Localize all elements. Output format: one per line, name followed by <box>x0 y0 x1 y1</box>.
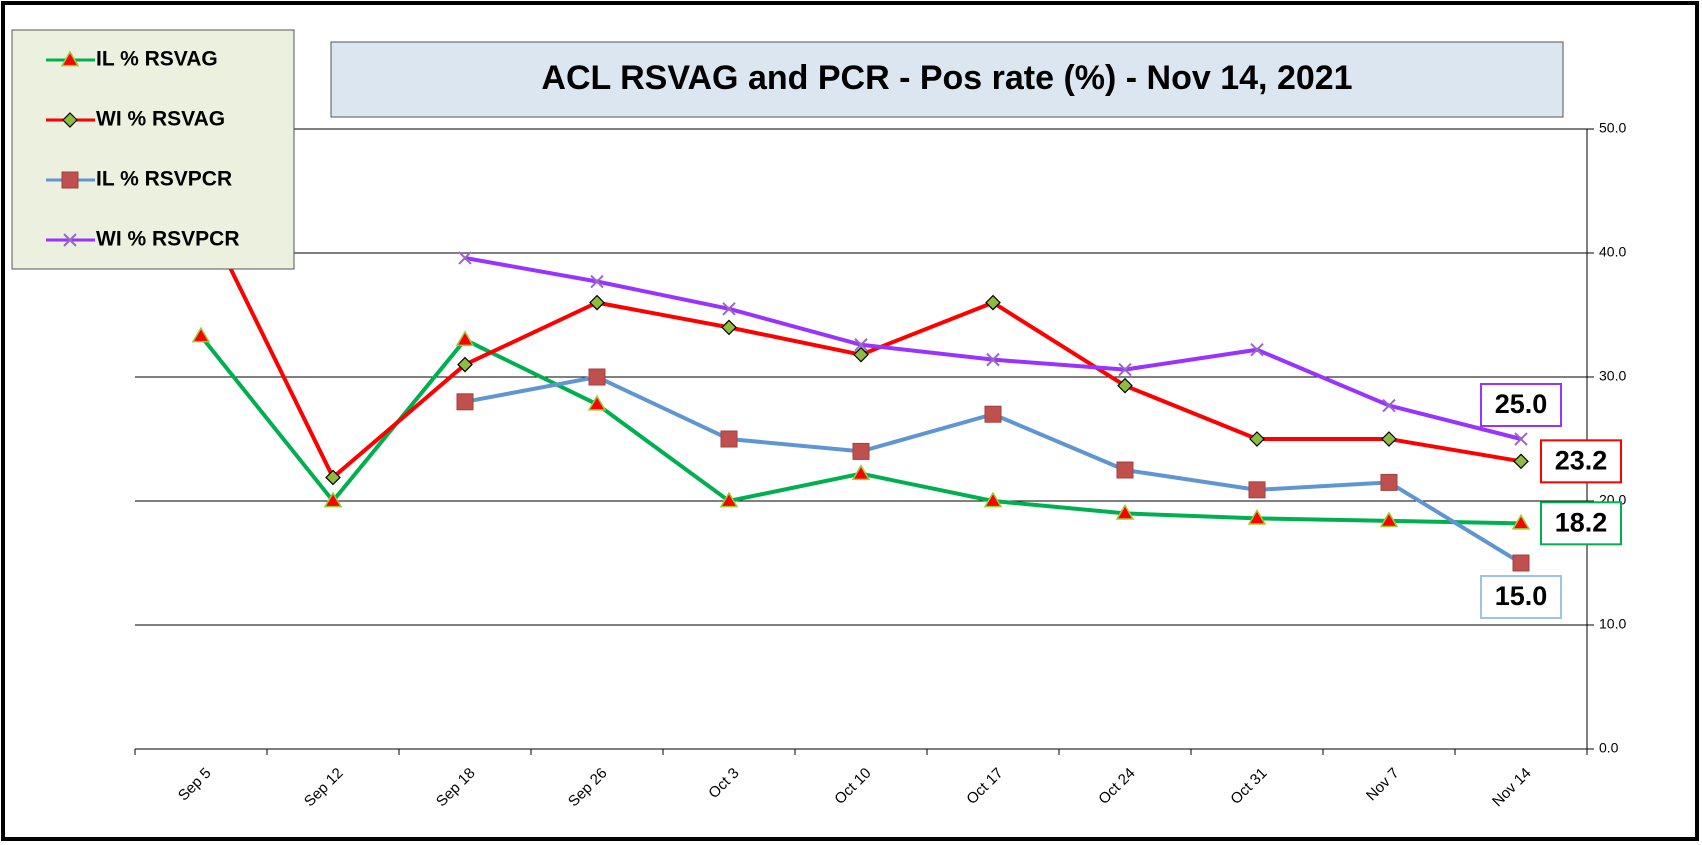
marker <box>590 274 604 289</box>
chart-title: ACL RSVAG and PCR - Pos rate (%) - Nov 1… <box>541 59 1352 97</box>
marker <box>588 368 606 386</box>
marker <box>1514 432 1528 446</box>
y-tick-label: 40.0 <box>1599 244 1626 260</box>
legend-label: IL % RSVPCR <box>96 168 232 191</box>
marker <box>1248 481 1266 499</box>
marker <box>456 393 474 411</box>
value-label: 23.2 <box>1555 445 1608 475</box>
marker <box>983 491 1003 508</box>
marker <box>721 319 737 336</box>
value-label: 15.0 <box>1495 581 1548 611</box>
marker <box>1511 513 1531 530</box>
legend-label: IL % RSVAG <box>96 48 218 71</box>
marker <box>587 394 607 411</box>
marker <box>1116 461 1134 479</box>
value-label: 18.2 <box>1555 507 1608 537</box>
marker <box>985 294 1001 311</box>
marker <box>852 442 870 460</box>
title-box <box>330 41 1564 118</box>
marker <box>458 251 472 265</box>
marker <box>1513 453 1529 470</box>
legend-box <box>11 29 295 270</box>
marker <box>984 405 1002 423</box>
marker <box>325 469 341 486</box>
marker <box>986 352 1000 367</box>
marker <box>61 171 79 189</box>
marker <box>62 112 78 128</box>
marker <box>1250 343 1264 357</box>
marker <box>1382 398 1396 413</box>
marker <box>1117 377 1133 394</box>
marker <box>191 326 211 343</box>
y-tick-label: 30.0 <box>1599 368 1626 384</box>
marker <box>455 330 475 347</box>
marker <box>1249 431 1265 447</box>
marker <box>851 464 871 481</box>
marker <box>1118 362 1132 377</box>
y-tick-label: 0.0 <box>1599 740 1619 756</box>
marker <box>60 50 80 67</box>
value-label-box <box>1480 383 1562 427</box>
marker <box>853 346 869 363</box>
marker <box>1381 431 1397 447</box>
marker <box>722 302 736 316</box>
marker <box>457 356 473 373</box>
marker <box>323 491 343 508</box>
marker <box>719 491 739 508</box>
marker <box>589 294 605 311</box>
marker <box>1247 508 1267 525</box>
marker <box>1115 503 1135 520</box>
marker <box>1380 473 1398 491</box>
y-tick-label: 50.0 <box>1599 120 1626 136</box>
marker <box>720 430 738 448</box>
marker <box>1379 511 1399 528</box>
legend-label: WI % RSVAG <box>96 108 225 131</box>
y-tick-label: 10.0 <box>1599 616 1626 632</box>
value-label: 25.0 <box>1495 389 1548 419</box>
value-label-box <box>1540 439 1622 484</box>
value-label-box <box>1480 575 1562 619</box>
legend-label: WI % RSVPCR <box>96 228 240 251</box>
value-label-box <box>1540 501 1622 546</box>
marker <box>854 338 868 352</box>
marker <box>63 233 77 247</box>
marker <box>1512 554 1530 572</box>
